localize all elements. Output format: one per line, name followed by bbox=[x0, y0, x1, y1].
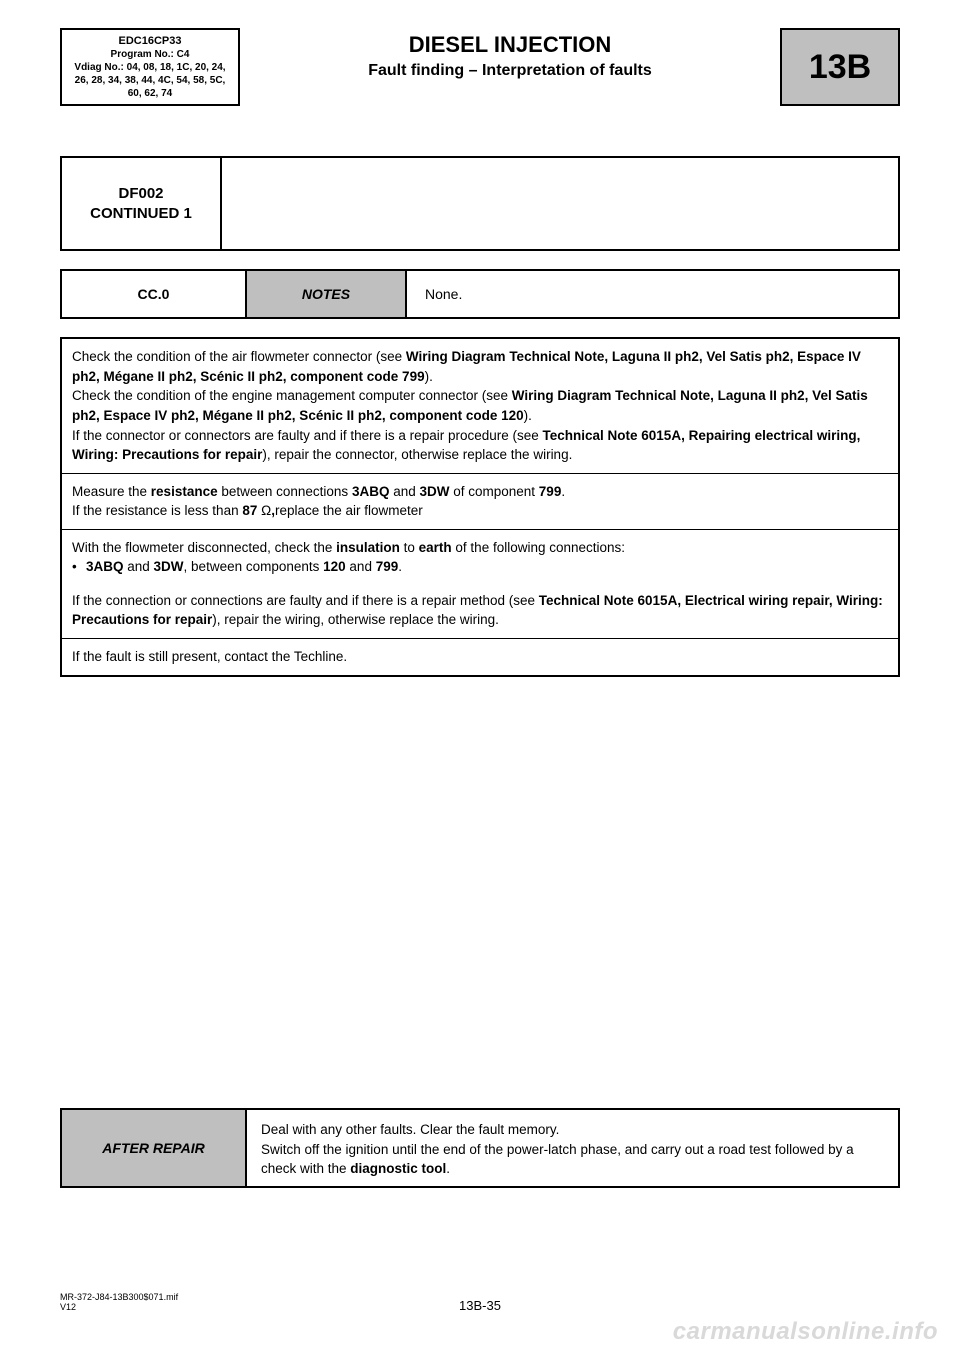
text: ), repair the connector, otherwise repla… bbox=[262, 447, 572, 462]
text: If the connection or connections are fau… bbox=[72, 593, 539, 608]
text-bold: diagnostic tool bbox=[350, 1161, 446, 1176]
text-bold: 3ABQ bbox=[352, 484, 390, 499]
bullet-icon: • bbox=[72, 557, 86, 577]
text: Measure the bbox=[72, 484, 151, 499]
fault-code: DF002 bbox=[118, 184, 163, 204]
text: ), repair the wiring, otherwise replace … bbox=[212, 612, 499, 627]
text-bold: 120 bbox=[323, 559, 346, 574]
header-line3: Vdiag No.: 04, 08, 18, 1C, 20, 24, 26, 2… bbox=[68, 61, 232, 100]
text: and bbox=[346, 559, 376, 574]
notes-code: CC.0 bbox=[138, 286, 170, 302]
text-bold: 799 bbox=[539, 484, 562, 499]
fault-code-cell: DF002 CONTINUED 1 bbox=[62, 158, 222, 249]
text: of component bbox=[449, 484, 538, 499]
text: replace the air flowmeter bbox=[275, 503, 423, 518]
after-repair-text-cell: Deal with any other faults. Clear the fa… bbox=[247, 1110, 898, 1186]
chapter-number: 13B bbox=[809, 48, 871, 87]
text: Check the condition of the engine manage… bbox=[72, 388, 512, 403]
procedure-steps: Check the condition of the air flowmeter… bbox=[60, 337, 900, 676]
footer-page-number: 13B-35 bbox=[60, 1298, 900, 1313]
text: . bbox=[446, 1161, 450, 1176]
page-footer: MR-372-J84-13B300$071.mif V12 13B-35 bbox=[60, 1292, 900, 1312]
text-bold: earth bbox=[419, 540, 452, 555]
text: If the connector or connectors are fault… bbox=[72, 428, 543, 443]
text: Check the condition of the air flowmeter… bbox=[72, 349, 406, 364]
notes-code-cell: CC.0 bbox=[62, 271, 247, 317]
text-bold: 799 bbox=[376, 559, 399, 574]
page-title: DIESEL INJECTION bbox=[250, 32, 770, 58]
text-bold: resistance bbox=[151, 484, 218, 499]
after-repair-label-cell: AFTER REPAIR bbox=[62, 1110, 247, 1186]
page-subtitle: Fault finding – Interpretation of faults bbox=[250, 62, 770, 80]
step-4: If the fault is still present, contact t… bbox=[62, 639, 898, 675]
text: of the following connections: bbox=[452, 540, 625, 555]
header-center: DIESEL INJECTION Fault finding – Interpr… bbox=[240, 28, 780, 106]
fault-empty-cell bbox=[222, 158, 898, 249]
page-header: EDC16CP33 Program No.: C4 Vdiag No.: 04,… bbox=[60, 28, 900, 106]
text: ). bbox=[524, 408, 532, 423]
text: . bbox=[561, 484, 565, 499]
step-3: With the flowmeter disconnected, check t… bbox=[62, 530, 898, 639]
fault-header-row: DF002 CONTINUED 1 bbox=[60, 156, 900, 251]
header-line1: EDC16CP33 bbox=[68, 34, 232, 48]
fault-continued: CONTINUED 1 bbox=[90, 204, 192, 224]
notes-value: None. bbox=[425, 286, 462, 302]
text: . bbox=[398, 559, 402, 574]
text-bold: 3DW bbox=[419, 484, 449, 499]
after-repair-row: AFTER REPAIR Deal with any other faults.… bbox=[60, 1108, 900, 1188]
text: Ω bbox=[261, 503, 271, 518]
text: With the flowmeter disconnected, check t… bbox=[72, 540, 336, 555]
header-line2: Program No.: C4 bbox=[68, 48, 232, 61]
text: between connections bbox=[218, 484, 352, 499]
header-info-box: EDC16CP33 Program No.: C4 Vdiag No.: 04,… bbox=[60, 28, 240, 106]
text: , between components bbox=[184, 559, 324, 574]
step-2: Measure the resistance between connectio… bbox=[62, 474, 898, 530]
after-repair-label: AFTER REPAIR bbox=[102, 1140, 204, 1156]
step-1: Check the condition of the air flowmeter… bbox=[62, 339, 898, 473]
text-bold: 87 bbox=[242, 503, 261, 518]
text: and bbox=[124, 559, 154, 574]
text: If the fault is still present, contact t… bbox=[72, 647, 888, 667]
text-bold: 3DW bbox=[154, 559, 184, 574]
notes-value-cell: None. bbox=[407, 271, 898, 317]
text: Deal with any other faults. Clear the fa… bbox=[261, 1120, 884, 1140]
notes-label: NOTES bbox=[302, 286, 350, 302]
text-bold: 3ABQ bbox=[86, 559, 124, 574]
notes-label-cell: NOTES bbox=[247, 271, 407, 317]
notes-row: CC.0 NOTES None. bbox=[60, 269, 900, 319]
watermark: carmanualsonline.info bbox=[673, 1318, 938, 1346]
text: If the resistance is less than bbox=[72, 503, 242, 518]
text: to bbox=[400, 540, 419, 555]
text: and bbox=[389, 484, 419, 499]
text: ). bbox=[425, 369, 433, 384]
text-bold: insulation bbox=[336, 540, 400, 555]
chapter-number-box: 13B bbox=[780, 28, 900, 106]
